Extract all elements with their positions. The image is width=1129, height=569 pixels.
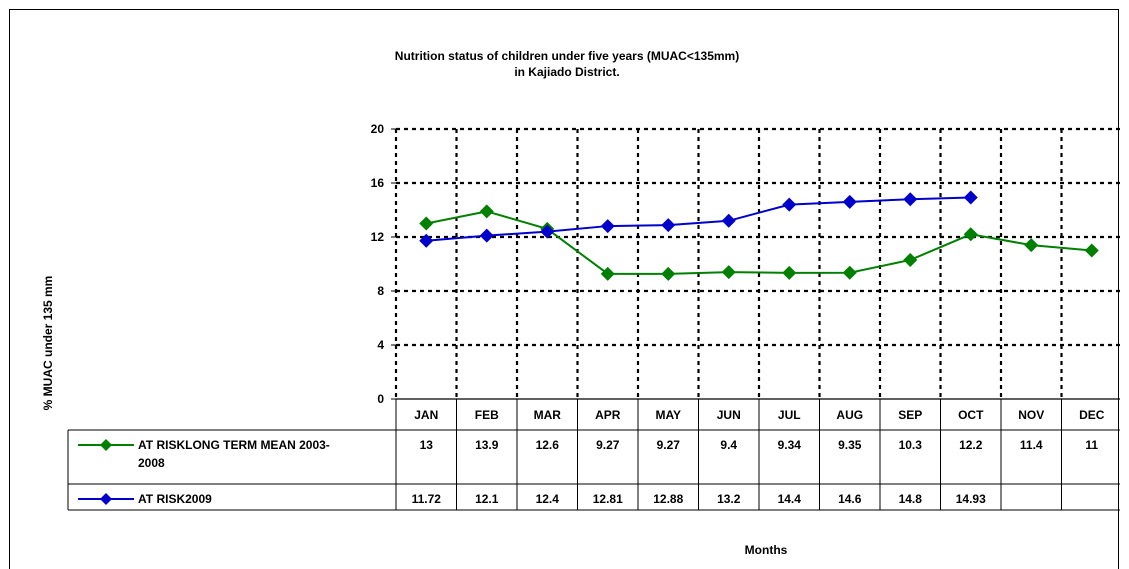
y-tick-label: 8 (377, 284, 384, 298)
data-point (963, 190, 978, 205)
x-tick-label: SEP (898, 408, 922, 422)
data-table-value: 14.4 (778, 492, 802, 506)
data-table-value: 11.72 (412, 492, 442, 506)
data-table-value: 12.4 (536, 492, 560, 506)
data-table-value: 9.27 (596, 438, 620, 452)
data-table-value: 12.81 (593, 492, 623, 506)
series-line (426, 196, 971, 242)
chart-svg: Nutrition status of children under five … (41, 49, 1120, 557)
x-tick-label: MAR (534, 408, 562, 422)
legend-label: 2008 (138, 456, 165, 470)
data-table-value: 12.6 (536, 438, 560, 452)
x-tick-label: APR (595, 408, 621, 422)
data-point (721, 265, 736, 280)
x-tick-label: AUG (836, 408, 863, 422)
data-point (600, 219, 615, 234)
x-axis-label: Months (745, 543, 788, 557)
data-point (661, 218, 676, 233)
y-tick-label: 0 (377, 392, 384, 406)
legend-marker (100, 439, 112, 451)
data-point (419, 216, 434, 231)
data-table-value: 14.8 (899, 492, 923, 506)
legend-label: AT RISK2009 (138, 492, 212, 506)
data-table-value: 11 (1085, 438, 1098, 452)
y-tick-label: 16 (371, 176, 385, 190)
y-tick-label: 12 (371, 230, 385, 244)
x-tick-label: NOV (1018, 408, 1044, 422)
data-point (842, 194, 857, 209)
data-point (661, 266, 676, 281)
y-tick-label: 4 (377, 338, 384, 352)
y-axis-label: % MUAC under 135 mm (41, 276, 55, 411)
data-table-value: 9.35 (838, 438, 862, 452)
data-point (419, 233, 434, 248)
x-tick-label: OCT (958, 408, 984, 422)
data-point (842, 265, 857, 280)
data-point (600, 266, 615, 281)
y-tick-label: 20 (371, 122, 385, 136)
plot-area (419, 190, 1099, 281)
series-line (426, 210, 1092, 275)
data-table: JAN FEB MAR APR MAY JUN JUL AUG SEP OCT NOV DEC AT R… (67, 399, 1120, 511)
x-tick-label: MAY (655, 408, 681, 422)
data-table-value: 13.2 (717, 492, 741, 506)
legend-marker (100, 493, 112, 505)
data-table-value: 13.9 (475, 438, 499, 452)
data-point (963, 227, 978, 242)
data-table-value: 12.88 (653, 492, 683, 506)
chart-frame: Nutrition status of children under five … (9, 9, 1120, 569)
y-axis-ticks: 0 4 8 12 16 20 (371, 122, 396, 406)
x-tick-label: FEB (475, 408, 499, 422)
data-table-value: 14.6 (838, 492, 862, 506)
x-tick-label: DEC (1079, 408, 1105, 422)
data-table-value: 11.4 (1020, 438, 1043, 452)
data-point (479, 228, 494, 243)
data-point (782, 197, 797, 212)
data-point (721, 213, 736, 228)
data-table-value: 12.1 (475, 492, 499, 506)
x-tick-label: JAN (414, 408, 438, 422)
data-point (903, 192, 918, 207)
data-point (782, 265, 797, 280)
legend-label: AT RISKLONG TERM MEAN 2003- (138, 438, 330, 452)
grid (394, 127, 1120, 400)
chart-title: Nutrition status of children under five … (395, 49, 739, 79)
data-table-value: 9.4 (720, 438, 737, 452)
data-table-value: 9.27 (657, 438, 681, 452)
data-point (479, 204, 494, 219)
data-table-value: 12.2 (959, 438, 983, 452)
x-tick-label: JUN (717, 408, 741, 422)
chart-title-line-1: Nutrition status of children under five … (395, 49, 739, 63)
data-point (540, 224, 555, 239)
data-point (1024, 238, 1039, 253)
data-point (1084, 243, 1099, 258)
x-tick-label: JUL (778, 408, 801, 422)
data-point (903, 252, 918, 267)
chart-title-line-2: in Kajiado District. (514, 65, 619, 79)
data-table-value: 10.3 (899, 438, 923, 452)
data-table-value: 14.93 (956, 492, 986, 506)
data-table-value: 9.34 (778, 438, 802, 452)
data-table-value: 13 (420, 438, 434, 452)
